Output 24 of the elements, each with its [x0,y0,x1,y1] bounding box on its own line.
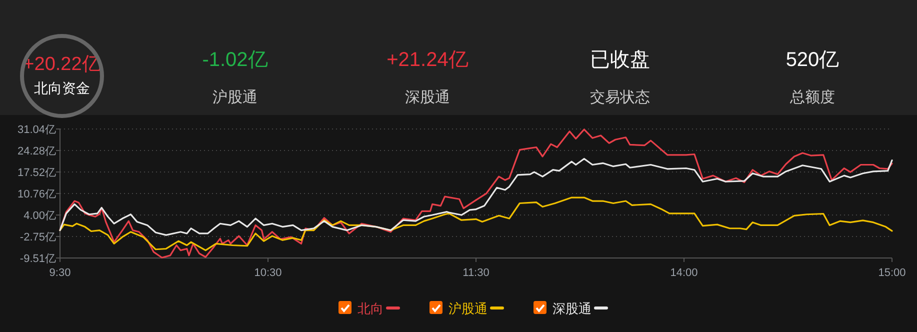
text: 深股通 [405,89,450,106]
y-tick-label: 10.76亿 [17,188,56,201]
x-tick-label: 9:30 [49,267,71,279]
y-tick-label: 24.28亿 [17,146,56,158]
text: 北向 [358,301,384,316]
y-tick-label: -2.75亿 [20,231,56,244]
x-tick-label: 10:30 [254,267,282,279]
x-tick-label: 11:30 [462,267,490,279]
y-tick-label: -9.51亿 [20,253,56,265]
text: 北向资金 [34,80,90,96]
x-tick-label: 15:00 [878,267,906,279]
text: +21.24亿 [386,49,468,71]
y-tick-label: 17.52亿 [17,167,56,180]
text: -1.02亿 [202,49,268,71]
text: 520亿 [786,49,840,71]
y-tick-label: 31.04亿 [17,124,56,136]
x-tick-label: 14:00 [670,267,698,279]
text: 沪股通 [448,301,488,316]
text: 总额度 [789,89,835,106]
text: 交易状态 [590,89,650,106]
y-tick-label: 4.00亿 [24,210,56,222]
text: 沪股通 [212,89,258,106]
text: 已收盘 [590,49,650,71]
text: 深股通 [552,301,592,316]
